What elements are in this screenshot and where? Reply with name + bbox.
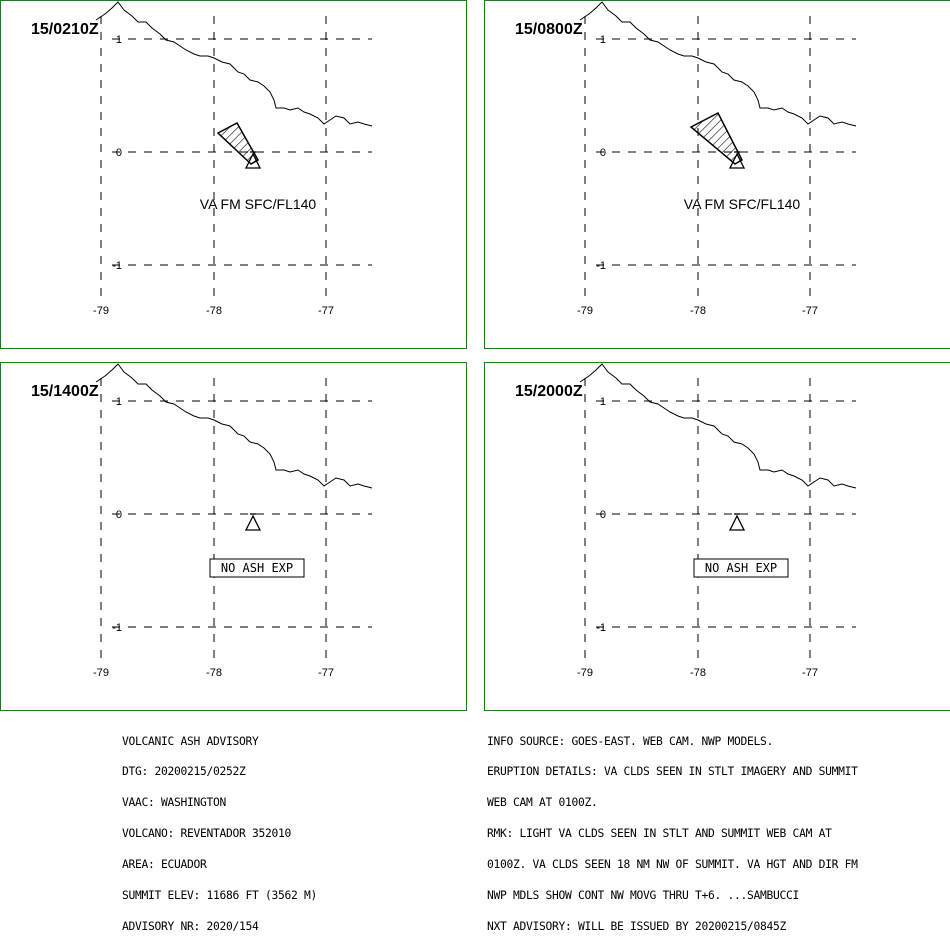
advisory-line: AREA: ECUADOR: [122, 860, 317, 870]
no-ash-label: NO ASH EXP: [705, 561, 777, 575]
advisory-line: INFO SOURCE: GOES-EAST. WEB CAM. NWP MOD…: [487, 737, 858, 747]
va-height-label: VA FM SFC/FL140: [684, 196, 801, 212]
latitude-tick-label: 0: [116, 509, 122, 521]
volcano-icon: [246, 516, 260, 530]
latitude-tick-label: 1: [116, 34, 122, 46]
advisory-line: NXT ADVISORY: WILL BE ISSUED BY 20200215…: [487, 922, 858, 932]
map-panel: -79 -78 -77 1 0 -1 15/1400Z NO ASH EXP: [1, 363, 467, 711]
longitude-tick-label: -78: [690, 305, 706, 317]
panel-frame: [485, 1, 950, 349]
advisory-line: VOLCANO: REVENTADOR 352010: [122, 829, 317, 839]
no-ash-label: NO ASH EXP: [221, 561, 293, 575]
latitude-tick-label: -1: [112, 260, 122, 272]
latitude-tick-label: 0: [600, 509, 606, 521]
panel-time-title: 15/0800Z: [515, 21, 583, 38]
advisory-line: WEB CAM AT 0100Z.: [487, 798, 858, 808]
latitude-tick-label: 0: [116, 147, 122, 159]
panel-frame: [485, 363, 950, 711]
longitude-tick-label: -77: [802, 667, 818, 679]
advisory-line: NWP MDLS SHOW CONT NW MOVG THRU T+6. ...…: [487, 891, 858, 901]
map-panel: -79 -78 -77 1 0 -1 15/0800Z VA FM SFC/FL140: [485, 1, 950, 349]
advisory-line: VAAC: WASHINGTON: [122, 798, 317, 808]
longitude-tick-label: -79: [577, 305, 593, 317]
latitude-tick-label: -1: [112, 622, 122, 634]
volcano-icon: [730, 516, 744, 530]
va-height-label: VA FM SFC/FL140: [200, 196, 317, 212]
longitude-tick-label: -78: [690, 667, 706, 679]
latitude-tick-label: 0: [600, 147, 606, 159]
advisory-line: SUMMIT ELEV: 11686 FT (3562 M): [122, 891, 317, 901]
latitude-tick-label: 1: [116, 396, 122, 408]
advisory-line: ERUPTION DETAILS: VA CLDS SEEN IN STLT I…: [487, 767, 858, 777]
longitude-tick-label: -78: [206, 667, 222, 679]
panel-frame: [1, 363, 467, 711]
advisory-header-block: VOLCANIC ASH ADVISORY DTG: 20200215/0252…: [122, 716, 317, 943]
advisory-line: 0100Z. VA CLDS SEEN 18 NM NW OF SUMMIT. …: [487, 860, 858, 870]
advisory-line: ADVISORY NR: 2020/154: [122, 922, 317, 932]
longitude-tick-label: -77: [802, 305, 818, 317]
latitude-tick-label: -1: [596, 622, 606, 634]
advisory-line: RMK: LIGHT VA CLDS SEEN IN STLT AND SUMM…: [487, 829, 858, 839]
longitude-tick-label: -78: [206, 305, 222, 317]
coastline: [96, 2, 372, 126]
advisory-line: VOLCANIC ASH ADVISORY: [122, 737, 317, 747]
panel-time-title: 15/1400Z: [31, 383, 99, 400]
volcano-icon: [730, 514, 744, 530]
longitude-tick-label: -79: [93, 305, 109, 317]
longitude-tick-label: -77: [318, 667, 334, 679]
panel-frame: [1, 1, 467, 349]
ash-cloud-polygon: [218, 123, 258, 164]
longitude-tick-label: -79: [93, 667, 109, 679]
map-panel: -79 -78 -77 1 0 -1 15/2000Z NO ASH EXP: [485, 363, 950, 711]
panel-time-title: 15/2000Z: [515, 383, 583, 400]
coastline: [96, 364, 372, 488]
longitude-tick-label: -79: [577, 667, 593, 679]
map-panel: -79 -78 -77 1 0 -1 15/0210Z VA FM SFC/FL140: [1, 1, 467, 349]
latitude-tick-label: 1: [600, 34, 606, 46]
coastline: [580, 2, 856, 126]
longitude-tick-label: -77: [318, 305, 334, 317]
advisory-details-block: INFO SOURCE: GOES-EAST. WEB CAM. NWP MOD…: [487, 716, 858, 943]
coastline: [580, 364, 856, 488]
advisory-line: DTG: 20200215/0252Z: [122, 767, 317, 777]
ash-cloud-polygon: [691, 113, 742, 164]
latitude-tick-label: -1: [596, 260, 606, 272]
latitude-tick-label: 1: [600, 396, 606, 408]
volcano-icon: [246, 514, 260, 530]
panel-time-title: 15/0210Z: [31, 21, 99, 38]
